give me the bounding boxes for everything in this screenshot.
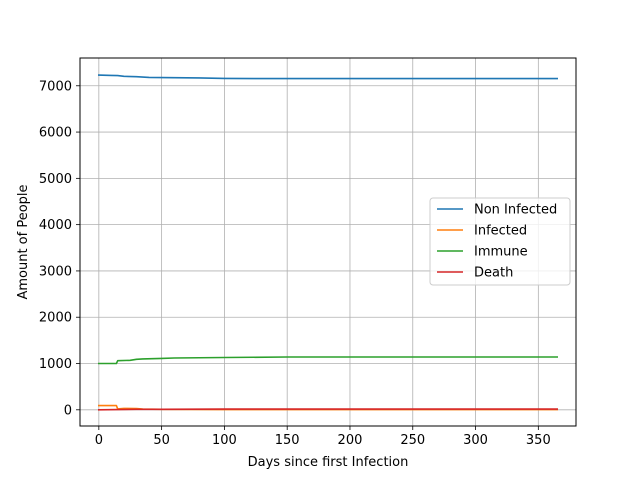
series-line-non-infected: [99, 75, 557, 79]
x-tick-label: 250: [400, 433, 425, 448]
series-line-death: [99, 409, 557, 410]
x-tick-label: 100: [212, 433, 237, 448]
y-tick-label: 2000: [39, 311, 72, 326]
legend-label: Infected: [474, 224, 527, 239]
x-tick-label: 200: [338, 433, 363, 448]
legend-label: Non Infected: [474, 203, 557, 218]
y-tick-label: 1000: [39, 357, 72, 372]
legend: Non Infected Infected Immune Death: [430, 198, 570, 285]
y-tick-label: 4000: [39, 218, 72, 233]
x-axis-label: Days since first Infection: [248, 455, 409, 470]
y-tick-label: 0: [64, 403, 72, 418]
legend-label: Death: [474, 266, 513, 281]
y-tick-label: 3000: [39, 264, 72, 279]
x-tick-label: 0: [95, 433, 103, 448]
y-axis-label: Amount of People: [16, 184, 31, 299]
y-tick-label: 5000: [39, 172, 72, 187]
x-tick-label: 150: [275, 433, 300, 448]
x-tick-label: 50: [153, 433, 170, 448]
x-tick-label: 300: [463, 433, 488, 448]
y-tick-label: 6000: [39, 126, 72, 141]
x-tick-label: 350: [526, 433, 551, 448]
y-tick-label: 7000: [39, 79, 72, 94]
series-line-immune: [99, 357, 557, 364]
legend-label: Immune: [474, 245, 528, 260]
